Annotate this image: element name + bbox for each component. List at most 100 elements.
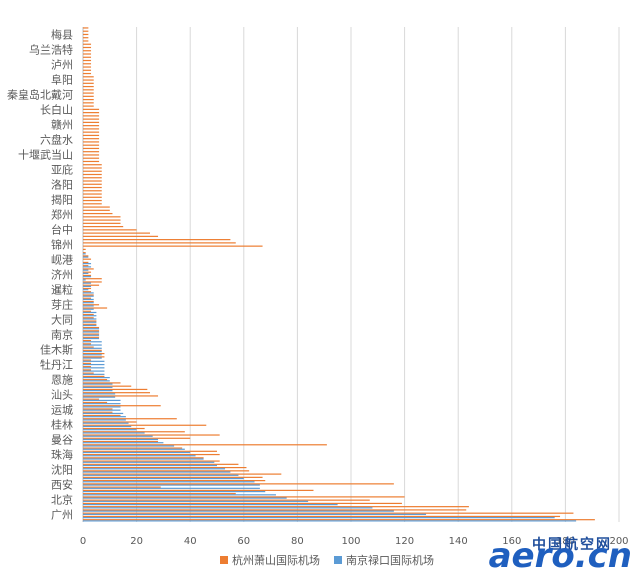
- bar-nanjing: [83, 497, 287, 499]
- bar-hangzhou: [83, 369, 92, 371]
- bar-hangzhou: [83, 450, 217, 452]
- bar-nanjing: [83, 253, 86, 255]
- bar-hangzhou: [83, 147, 100, 150]
- bar-hangzhou: [83, 339, 92, 342]
- bar-hangzhou: [83, 271, 92, 273]
- bar-hangzhou: [83, 222, 121, 224]
- category-label: 西安: [51, 478, 73, 492]
- bar-hangzhou: [83, 125, 100, 127]
- bar-nanjing: [83, 302, 94, 304]
- legend-item-hangzhou: 杭州萧山国际机场: [220, 552, 320, 568]
- bar-hangzhou: [83, 405, 161, 407]
- bar-hangzhou: [83, 336, 100, 338]
- bar-nanjing: [83, 360, 105, 362]
- bar-hangzhou: [83, 346, 94, 348]
- bar-hangzhou: [83, 411, 113, 413]
- bar-hangzhou: [83, 444, 327, 446]
- bar-hangzhou: [83, 56, 92, 58]
- bar-nanjing: [83, 266, 92, 268]
- bar-hangzhou: [83, 489, 314, 491]
- bar-nanjing: [83, 445, 175, 447]
- bar-nanjing: [83, 308, 94, 310]
- bar-nanjing: [83, 396, 116, 398]
- x-tick-label: 140: [449, 536, 468, 547]
- bar-hangzhou: [83, 265, 89, 267]
- bar-nanjing: [83, 507, 373, 509]
- category-label: 沈阳: [51, 463, 73, 477]
- category-label: 梅县: [51, 28, 73, 42]
- bar-nanjing: [83, 461, 215, 463]
- bar-hangzhou: [83, 333, 100, 335]
- bar-hangzhou: [83, 112, 100, 114]
- bar-hangzhou: [83, 167, 102, 169]
- bar-hangzhou: [83, 134, 100, 137]
- bar-nanjing: [83, 464, 217, 467]
- bar-nanjing: [83, 419, 126, 421]
- x-tick-label: 80: [291, 536, 304, 547]
- bar-hangzhou: [83, 69, 92, 71]
- bar-nanjing: [83, 311, 97, 314]
- x-tick-label: 120: [395, 536, 414, 547]
- bar-hangzhou: [83, 95, 94, 97]
- bar-hangzhou: [83, 362, 92, 364]
- bar-nanjing: [83, 370, 105, 372]
- bar-nanjing: [83, 435, 153, 437]
- bar-hangzhou: [83, 493, 236, 495]
- bar-hangzhou: [83, 203, 102, 205]
- bar-hangzhou: [83, 209, 110, 211]
- bar-hangzhou: [83, 421, 137, 423]
- bar-hangzhou: [83, 268, 94, 270]
- bar-nanjing: [83, 383, 113, 385]
- bar-nanjing: [83, 448, 185, 450]
- bar-hangzhou: [83, 98, 94, 101]
- bar-hangzhou: [83, 453, 220, 456]
- bar-nanjing: [83, 318, 97, 320]
- bar-hangzhou: [83, 46, 92, 49]
- bar-hangzhou: [83, 196, 102, 198]
- bar-hangzhou: [83, 232, 150, 234]
- bar-nanjing: [83, 276, 92, 278]
- bar-hangzhou: [83, 424, 207, 426]
- category-label: 珠海: [51, 448, 73, 462]
- bar-hangzhou: [83, 102, 94, 104]
- bar-nanjing: [83, 363, 105, 366]
- bar-nanjing: [83, 357, 102, 359]
- bar-nanjing: [83, 263, 92, 265]
- bar-hangzhou: [83, 216, 121, 218]
- bar-nanjing: [83, 403, 121, 405]
- bar-nanjing: [83, 422, 129, 424]
- bar-nanjing: [83, 487, 260, 489]
- bar-nanjing: [83, 344, 102, 346]
- bar-hangzhou: [83, 375, 105, 378]
- legend-item-nanjing: 南京禄口国际机场: [334, 552, 434, 568]
- bar-hangzhou: [83, 141, 100, 143]
- category-label: 运城: [51, 404, 73, 417]
- bar-hangzhou: [83, 261, 89, 264]
- bar-hangzhou: [83, 366, 92, 368]
- bar-hangzhou: [83, 186, 102, 189]
- bar-nanjing: [83, 432, 145, 434]
- bar-hangzhou: [83, 284, 100, 286]
- category-label: 阜阳: [51, 74, 73, 87]
- bar-hangzhou: [83, 427, 145, 430]
- bar-hangzhou: [83, 274, 92, 277]
- bar-nanjing: [83, 289, 89, 291]
- bar-nanjing: [83, 425, 132, 428]
- bar-nanjing: [83, 321, 97, 323]
- bar-hangzhou: [83, 398, 100, 400]
- bar-hangzhou: [83, 323, 97, 325]
- category-label: 锦州: [51, 238, 73, 252]
- bar-nanjing: [83, 377, 110, 379]
- bar-nanjing: [83, 285, 92, 288]
- bar-hangzhou: [83, 118, 100, 120]
- bar-hangzhou: [83, 392, 150, 394]
- bar-hangzhou: [83, 252, 86, 254]
- bar-nanjing: [83, 438, 159, 441]
- bar-hangzhou: [83, 53, 92, 55]
- category-label: 六盘水: [40, 133, 73, 147]
- bar-hangzhou: [83, 356, 105, 358]
- bar-hangzhou: [83, 343, 92, 345]
- bar-nanjing: [83, 513, 427, 515]
- bar-hangzhou: [83, 50, 92, 52]
- bar-nanjing: [83, 341, 102, 343]
